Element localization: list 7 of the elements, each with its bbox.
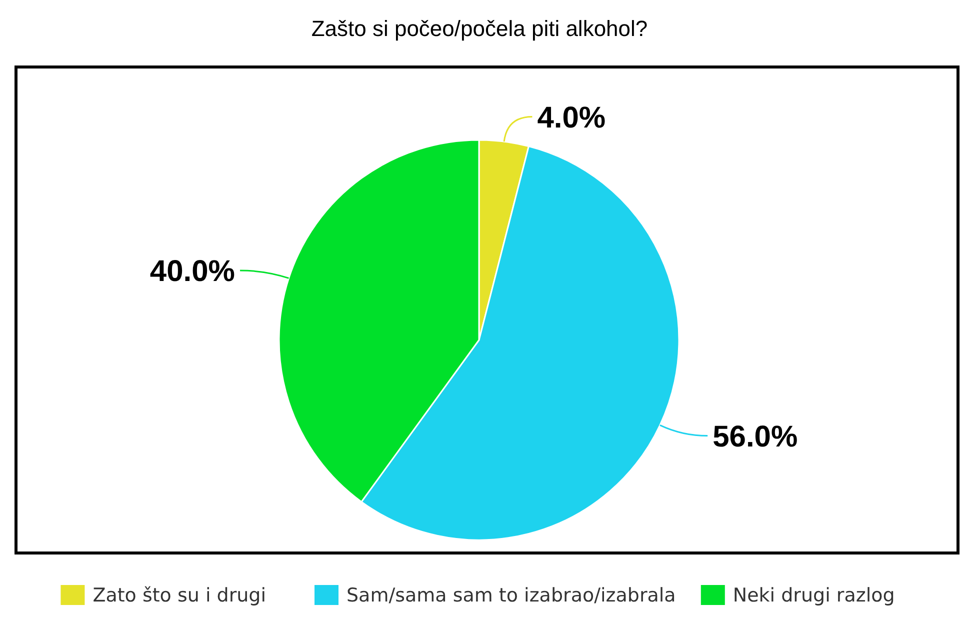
data-label: 40.0%: [150, 254, 236, 288]
data-label: 56.0%: [712, 420, 798, 454]
legend-label: Neki drugi razlog: [732, 584, 895, 607]
legend-label: Sam/sama sam to izabrao/izabrala: [346, 584, 676, 607]
chart-title: Zašto si počeo/počela piti alkohol?: [311, 16, 648, 41]
legend-label: Zato što su i drugi: [92, 584, 266, 607]
data-label: 4.0%: [537, 101, 606, 134]
